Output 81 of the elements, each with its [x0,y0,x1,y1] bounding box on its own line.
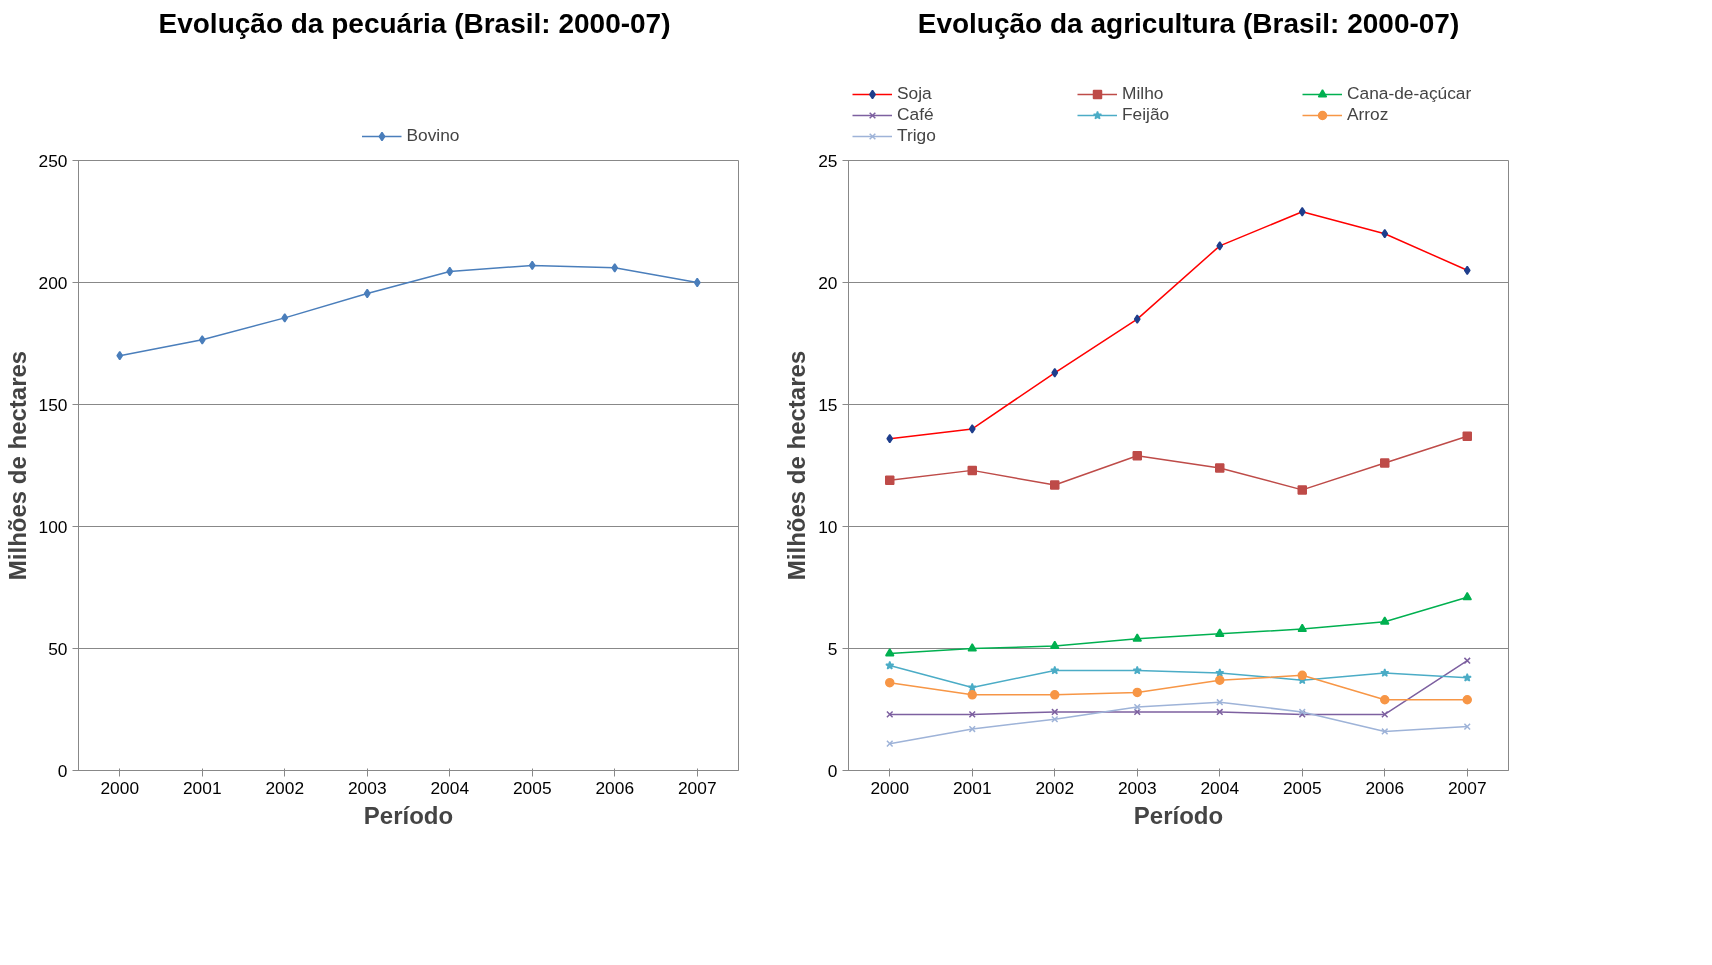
point [1297,670,1307,681]
point [1380,695,1390,705]
legend-label: Milho [1122,83,1165,104]
y-tick-label: 15 [818,394,838,415]
point [885,677,895,688]
x-tick-label: 2004 [430,777,470,798]
y-tick-label: 0 [57,760,68,781]
point [281,313,289,323]
point [1297,623,1307,633]
point [1462,431,1472,441]
legend-label: Arroz [1347,104,1390,125]
x-axis-title: Período [363,801,454,829]
y-tick-label: 20 [818,272,838,293]
y-axis-title: Milhões de hectares [783,350,811,581]
point [1462,673,1472,682]
y-tick-label: 150 [38,394,68,415]
point [885,475,895,485]
x-tick-label: 2007 [1447,777,1487,798]
point [1380,668,1390,677]
x-tick-label: 2002 [1035,777,1075,798]
point [363,288,371,299]
x-tick-label: 2002 [265,777,305,798]
legend-label: Soja [897,83,933,104]
y-axis-title: Milhões de hectares [3,350,31,581]
point [1380,616,1390,625]
x-tick-label: 2005 [512,777,552,798]
point [116,350,124,361]
x-tick-label: 2006 [1365,777,1405,798]
point [1050,480,1060,490]
legend-label: Cana-de-açúcar [1347,83,1473,104]
point [1132,633,1142,642]
y-tick-label: 50 [48,638,68,659]
point [1132,450,1142,461]
point [1215,668,1225,677]
y-tick-label: 200 [38,272,68,293]
x-tick-label: 2000 [100,777,140,798]
y-tick-label: 10 [818,516,838,537]
point [1132,687,1142,698]
x-tick-label: 2004 [1200,777,1240,798]
y-tick-label: 0 [827,760,838,781]
point [1380,458,1390,468]
x-tick-label: 2001 [182,777,222,798]
legend-label: Trigo [897,125,937,146]
point [1462,695,1472,705]
point [967,690,977,700]
point [885,648,895,657]
point [693,277,701,288]
chart-title: Evolução da agricultura (Brasil: 2000-07) [917,7,1460,39]
point [1051,715,1059,723]
point [1132,665,1142,675]
point [1462,591,1472,601]
x-tick-label: 2003 [1117,777,1157,798]
legend-label: Bovino [406,125,461,146]
x-tick-label: 2007 [677,777,717,798]
point [885,660,895,670]
point [1050,690,1060,700]
x-axis-title: Período [1133,801,1224,829]
x-tick-label: 2005 [1282,777,1322,798]
point [1215,675,1225,685]
y-tick-label: 25 [818,150,838,171]
point [198,335,206,345]
point [611,263,619,273]
point [967,465,977,476]
x-tick-label: 2003 [347,777,387,798]
y-tick-label: 5 [827,638,838,659]
y-tick-label: 100 [38,516,68,537]
point [1215,628,1225,637]
point [1297,485,1307,495]
legend-label: Feijão [1122,104,1171,125]
legend-label: Café [897,104,935,125]
point [1215,463,1225,473]
point [446,266,454,277]
x-tick-label: 2006 [595,777,635,798]
point [967,643,977,652]
x-tick-label: 2001 [952,777,992,798]
point [1050,665,1060,675]
point [528,260,536,271]
chart-title: Evolução da pecuária (Brasil: 2000-07) [158,7,671,39]
x-tick-label: 2000 [870,777,910,798]
point [1050,640,1060,650]
y-tick-label: 250 [38,150,68,171]
